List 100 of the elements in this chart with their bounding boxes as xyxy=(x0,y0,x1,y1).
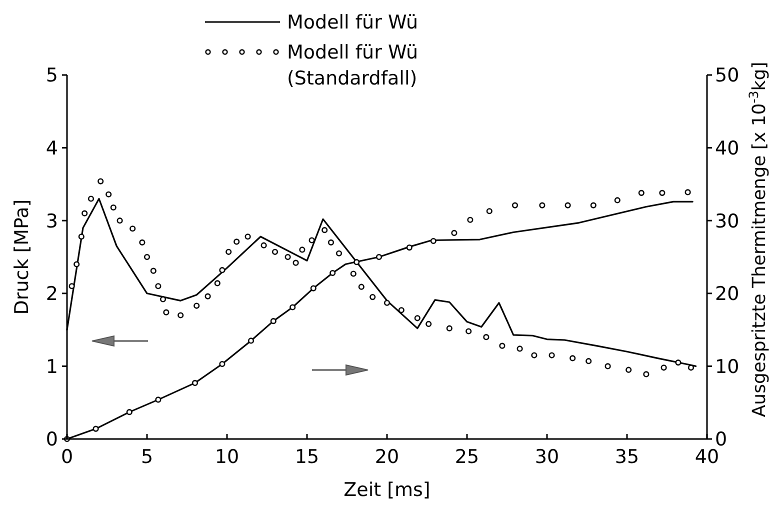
x-axis-title: Zeit [ms] xyxy=(344,479,430,501)
legend-label: Modell für Wü (Standardfall) xyxy=(287,42,418,90)
point xyxy=(290,304,296,310)
point xyxy=(110,204,116,211)
point xyxy=(219,267,226,274)
point xyxy=(204,293,211,300)
point xyxy=(384,300,390,306)
y-axis-title: Druck [MPa] xyxy=(11,199,33,315)
point xyxy=(512,202,518,208)
point xyxy=(163,309,170,316)
x-tick-label: 15 xyxy=(294,446,320,468)
point xyxy=(68,283,75,290)
point xyxy=(98,178,104,184)
point xyxy=(322,227,328,234)
point xyxy=(660,364,667,371)
point xyxy=(638,190,644,196)
y-tick-label: 3 xyxy=(46,210,58,232)
point xyxy=(260,242,267,248)
point xyxy=(486,208,492,214)
point xyxy=(155,396,162,403)
point xyxy=(192,380,198,386)
point xyxy=(564,202,571,208)
point xyxy=(310,285,316,292)
y-tick-label: 2 xyxy=(46,283,58,306)
point xyxy=(244,234,251,240)
y-tick-label: 0 xyxy=(46,428,58,451)
point xyxy=(226,248,232,255)
point xyxy=(466,328,472,334)
point xyxy=(272,248,278,255)
point xyxy=(531,352,538,358)
point xyxy=(328,239,334,246)
point xyxy=(74,261,80,268)
x-tick-label: 20 xyxy=(374,446,400,468)
legend-label: Modell für Wü xyxy=(287,12,418,34)
x-tick-label: 10 xyxy=(214,446,240,468)
y2-tick-label: 40 xyxy=(715,137,740,160)
point xyxy=(684,189,691,196)
point xyxy=(336,250,342,256)
y2-tick-label: 50 xyxy=(715,64,740,87)
y2-tick-label: 20 xyxy=(715,283,740,306)
point xyxy=(446,325,452,332)
point xyxy=(308,237,315,244)
point xyxy=(376,254,382,260)
point xyxy=(430,238,436,244)
point xyxy=(126,409,132,416)
y-tick-label: 5 xyxy=(46,64,58,87)
point xyxy=(330,270,336,276)
point xyxy=(284,254,291,260)
point xyxy=(234,238,240,245)
point xyxy=(178,312,184,318)
point xyxy=(370,294,376,300)
point xyxy=(548,352,555,358)
point xyxy=(688,364,694,371)
point xyxy=(160,296,166,302)
y-tick-label: 4 xyxy=(46,137,58,160)
point xyxy=(406,244,412,251)
point xyxy=(586,358,592,364)
point xyxy=(299,246,306,253)
point xyxy=(92,426,99,432)
point xyxy=(570,355,576,362)
x-tick-label: 0 xyxy=(60,446,74,468)
point xyxy=(350,270,356,277)
point xyxy=(590,202,596,208)
point xyxy=(106,191,112,198)
y-tick-label: 1 xyxy=(46,356,58,378)
y2-tick-label: 30 xyxy=(715,210,740,232)
point xyxy=(643,371,650,378)
x-tick-label: 30 xyxy=(534,446,560,468)
point xyxy=(78,234,84,240)
point xyxy=(354,259,360,266)
point xyxy=(139,239,146,246)
point xyxy=(82,210,88,216)
point xyxy=(214,280,220,286)
point xyxy=(626,366,632,373)
point xyxy=(155,283,162,290)
point xyxy=(539,202,546,208)
point xyxy=(270,318,276,324)
point xyxy=(144,254,150,260)
point xyxy=(88,196,94,202)
point xyxy=(398,307,404,314)
x-tick-label: 25 xyxy=(454,446,480,468)
point xyxy=(467,216,474,223)
point xyxy=(150,268,156,274)
point xyxy=(414,315,420,322)
point xyxy=(499,342,506,349)
point xyxy=(194,302,200,309)
x-tick-label: 5 xyxy=(140,446,154,468)
point xyxy=(451,230,458,236)
point xyxy=(248,338,254,344)
point xyxy=(516,346,523,352)
point xyxy=(116,218,123,224)
point xyxy=(659,190,666,196)
point xyxy=(675,360,682,366)
y2-tick-label: 10 xyxy=(715,356,740,378)
point xyxy=(130,226,136,232)
point xyxy=(426,320,432,328)
point xyxy=(219,360,226,368)
point xyxy=(483,334,490,340)
point xyxy=(358,284,364,290)
point xyxy=(292,260,299,266)
